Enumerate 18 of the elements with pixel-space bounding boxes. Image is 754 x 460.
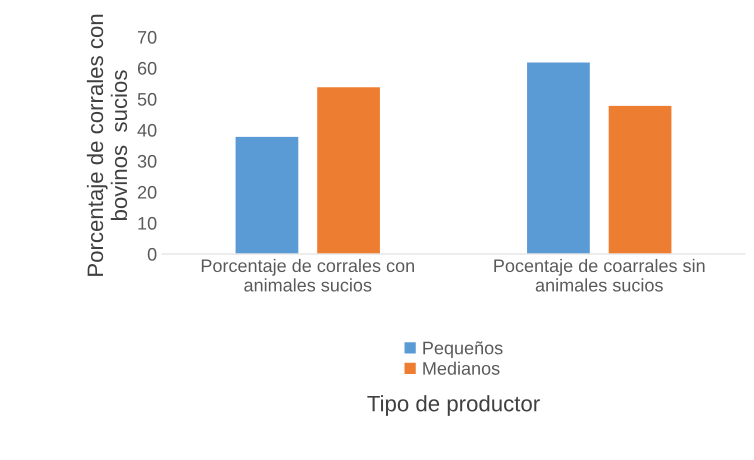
y-tick-label: 70	[138, 30, 156, 44]
y-tick-label: 40	[137, 124, 156, 137]
y-axis-title: Porcentaje de corrales con bovinos sucios	[86, 14, 128, 276]
y-tick-label: 30	[138, 154, 156, 168]
legend-label: Pequeños	[423, 341, 503, 358]
bar	[316, 86, 382, 254]
bar	[526, 61, 592, 254]
legend-label: Medianos	[423, 362, 500, 375]
x-axis-title: Tipo de productor	[367, 395, 540, 416]
y-tick-label: 0	[148, 248, 156, 261]
y-tick-label: 10	[138, 216, 156, 230]
x-tick-label: Pocentaje de coarrales sin animales sucios	[494, 258, 704, 292]
y-tick-label: 50	[138, 92, 156, 106]
y-tick-label: 60	[138, 62, 156, 75]
bar	[607, 104, 673, 254]
x-tick-label: Porcentaje de corrales con animales sucios	[202, 258, 414, 292]
bar	[234, 136, 300, 254]
y-tick-label: 20	[138, 186, 156, 199]
